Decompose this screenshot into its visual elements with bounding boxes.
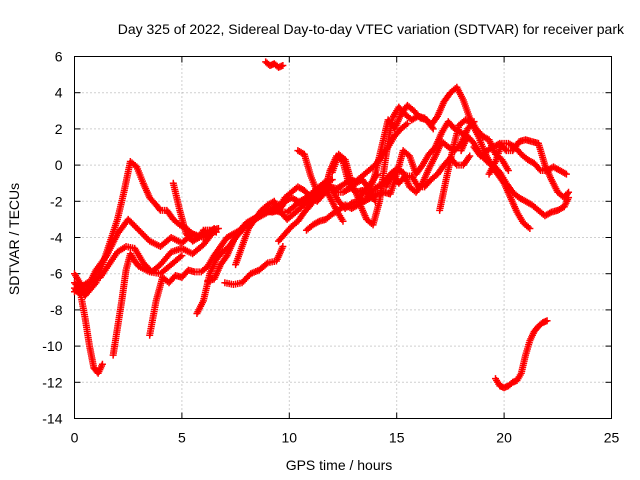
y-axis-label: SDTVAR / TECUs	[6, 183, 22, 295]
data-point	[279, 62, 287, 70]
data-point	[200, 228, 208, 236]
data-point	[214, 224, 222, 232]
y-tick-label: -2	[50, 193, 63, 209]
x-tick-label: 5	[178, 430, 186, 446]
x-tick-label: 15	[389, 430, 405, 446]
y-tick-label: 6	[55, 49, 63, 65]
data-point	[403, 119, 411, 127]
axis-ticks	[74, 56, 612, 419]
data-series	[71, 58, 573, 392]
series-track-7	[169, 179, 222, 245]
y-tick-label: -8	[50, 302, 63, 318]
x-tick-label: 0	[71, 430, 79, 446]
y-tick-label: -4	[50, 230, 63, 246]
data-point	[562, 170, 570, 178]
data-point	[535, 165, 543, 173]
y-tick-label: 0	[55, 157, 63, 173]
series-track-4	[71, 230, 216, 296]
y-tick-label: 2	[55, 121, 63, 137]
data-point	[543, 317, 551, 325]
x-tick-label: 25	[604, 430, 620, 446]
series-track-10	[221, 243, 287, 289]
data-point	[429, 125, 437, 133]
data-point	[565, 188, 573, 196]
series-track-1	[71, 284, 106, 377]
data-point	[526, 224, 534, 232]
data-point	[279, 243, 287, 251]
data-point	[98, 360, 106, 368]
series-track-23	[485, 139, 570, 178]
data-point	[328, 176, 336, 184]
y-tick-label: -10	[42, 338, 62, 354]
x-tick-label: 10	[282, 430, 298, 446]
series-track-19	[382, 152, 474, 191]
series-track-3	[71, 215, 218, 296]
data-point	[178, 252, 186, 260]
data-point	[504, 167, 512, 175]
series-track-24	[492, 317, 551, 392]
y-tick-label: -6	[50, 266, 63, 282]
data-point	[466, 152, 474, 160]
data-point	[207, 231, 215, 239]
data-point	[563, 190, 571, 198]
y-tick-label: -14	[42, 411, 62, 427]
data-point	[176, 253, 184, 261]
series-track-21	[457, 132, 573, 220]
chart-title: Day 325 of 2022, Sidereal Day-to-day VTE…	[118, 21, 625, 37]
data-point	[262, 260, 270, 268]
data-point	[465, 154, 473, 162]
series-track-5	[109, 250, 186, 359]
x-axis-label: GPS time / hours	[286, 457, 393, 473]
y-tick-label: -12	[42, 374, 62, 390]
x-tick-label: 20	[496, 430, 512, 446]
series-track-18	[356, 83, 512, 229]
data-point	[339, 217, 347, 225]
series-track-12	[262, 58, 287, 71]
data-point	[400, 173, 408, 181]
y-tick-label: 4	[55, 85, 63, 101]
data-point	[155, 205, 163, 213]
